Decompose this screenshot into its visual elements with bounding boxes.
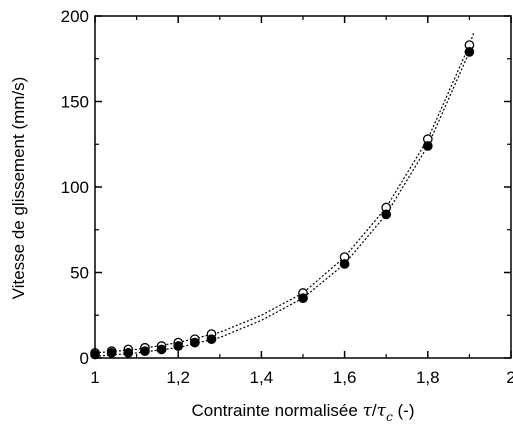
x-tick-label: 1,8 [416, 368, 440, 387]
filled-point [298, 293, 308, 303]
x-tick-label: 1,6 [333, 368, 357, 387]
y-tick-label: 200 [61, 7, 89, 26]
x-tick-label: 1 [90, 368, 99, 387]
filled-point [464, 47, 475, 57]
filled-point [206, 334, 217, 345]
x-axis-title: Contrainte normalisée τ/τc (-) [191, 401, 414, 424]
x-tick-labels: 1 1,2 1,4 1,6 1,8 2 [90, 368, 513, 387]
y-tick-label: 100 [61, 178, 89, 197]
plot-frame [94, 15, 512, 359]
fit-curve-1 [94, 32, 475, 354]
axis-ticks [94, 15, 512, 359]
data-markers [90, 40, 475, 360]
filled-point [156, 344, 167, 355]
filled-point [422, 141, 433, 151]
filled-point [106, 348, 117, 358]
fit-curve-2 [94, 51, 470, 357]
filled-point [173, 341, 184, 351]
x-tick-label: 2 [506, 368, 513, 387]
filled-point [189, 337, 200, 348]
x-tick-label: 1,4 [250, 368, 274, 387]
filled-point [123, 348, 134, 358]
y-tick-labels: 0 50 100 150 200 [61, 7, 89, 368]
y-axis-title: Vitesse de glissement (mm/s) [9, 77, 28, 300]
y-tick-label: 0 [80, 349, 89, 368]
filled-point [339, 259, 350, 269]
fit-curves [94, 32, 475, 357]
y-tick-label: 50 [70, 264, 89, 283]
y-tick-label: 150 [61, 93, 89, 112]
x-tick-label: 1,2 [166, 368, 190, 387]
filled-point [381, 209, 392, 220]
filled-point [140, 346, 150, 357]
